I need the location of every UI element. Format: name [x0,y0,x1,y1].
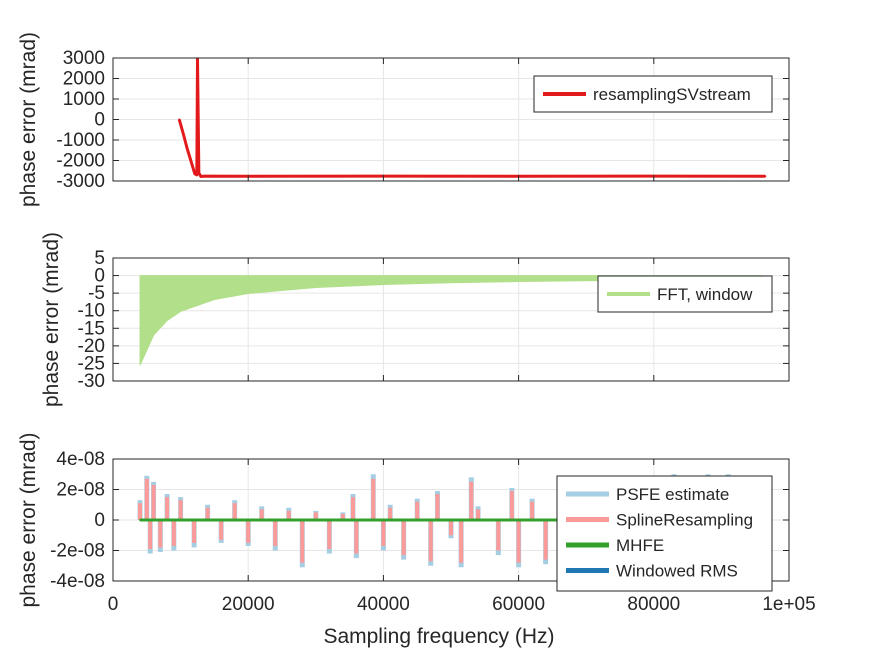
legend: FFT, window [597,275,773,313]
plot-area [177,57,767,178]
x-tick-label: 80000 [627,594,680,615]
y-tick-label: -15 [78,318,105,339]
data-bar [354,520,359,554]
data-bar [232,503,237,520]
y-tick-label: -25 [78,353,105,374]
data-bar [273,520,278,546]
data-bar [286,510,291,520]
data-bar [371,478,376,520]
data-point [190,161,193,164]
data-bar [259,509,264,520]
y-tick-label: -5 [88,283,105,304]
legend: PSFE estimate SplineResampling MHFE Windowe… [556,475,773,592]
data-bar [340,513,345,520]
data-bar [313,512,318,520]
data-bar [530,501,535,520]
data-bar [138,503,143,520]
data-bar [469,481,474,520]
data-bar [178,500,183,520]
y-tick-label: -1000 [56,130,105,151]
data-point [139,519,142,521]
legend: resamplingSVstream [533,75,773,113]
data-bar [449,520,453,536]
data-point [203,175,206,178]
y-axis-label: phase error (mrad) [17,432,40,607]
legend-entry: MHFE [616,536,664,555]
x-tick-label: 1e+05 [762,594,815,615]
legend-entry: resamplingSVstream [593,85,751,104]
data-point [764,175,767,178]
y-tick-label: -4e-08 [50,571,105,592]
y-tick-label: 0 [94,110,105,131]
data-bar [476,509,481,520]
panel-2: 50-5-10-15-20-25-30 phase error (mrad) FFT… [40,232,790,407]
y-tick-label: 4e-08 [56,449,105,470]
data-bar [350,497,355,520]
data-bar [192,520,197,543]
data-bar [401,520,406,556]
y-tick-label: -30 [78,371,105,392]
legend-entry: FFT, window [657,285,753,304]
y-tick-label: 0 [94,266,105,287]
data-point [186,148,189,151]
data-bar [509,491,514,520]
data-bar [415,501,420,520]
data-point [178,118,181,121]
data-bar [205,507,210,520]
y-tick-label: 1000 [63,89,105,110]
y-tick-label: 3000 [63,48,105,69]
y-tick-label: 2e-08 [56,480,105,501]
data-bar [327,520,332,549]
data-point [193,172,196,175]
data-point [199,175,202,178]
x-tick-label: 0 [108,594,119,615]
data-point [195,173,198,176]
y-tick-label: -3000 [56,171,105,192]
data-bar [171,520,176,546]
data-bar [516,520,521,563]
data-bar [144,478,149,520]
x-axis-label: Sampling frequency (Hz) [323,625,554,648]
y-tick-label: -20 [78,336,105,357]
y-tick-label: 2000 [63,69,105,90]
y-tick-label: -2000 [56,151,105,172]
legend-entry: Windowed RMS [616,562,738,581]
x-tick-label: 40000 [357,594,410,615]
x-tick-label: 60000 [492,594,545,615]
y-axis-label: phase error (mrad) [40,232,63,407]
data-bar [165,497,170,520]
x-tick-label: 20000 [222,594,275,615]
axes-box [112,257,790,382]
data-bar [381,520,386,546]
y-tick-label: -10 [78,301,105,322]
data-bar [219,520,224,540]
data-point [182,132,185,135]
data-point [196,58,199,61]
data-bar [388,507,393,520]
data-bar [300,520,305,563]
data-bar [158,520,163,548]
data-bar [435,494,440,520]
data-bar [496,520,501,551]
data-point [197,171,200,174]
data-bar [428,520,433,562]
data-bar [246,520,251,543]
data-bar [543,520,548,560]
data-bar [151,484,156,520]
legend-entry: SplineResampling [616,511,753,530]
data-bar [459,520,464,563]
y-tick-label: 5 [94,248,105,269]
legend-entry: PSFE estimate [616,485,729,504]
y-tick-label: 0 [94,510,105,531]
data-bar [148,520,153,549]
y-axis-label: phase error (mrad) [17,32,40,207]
y-tick-label: -2e-08 [50,541,105,562]
